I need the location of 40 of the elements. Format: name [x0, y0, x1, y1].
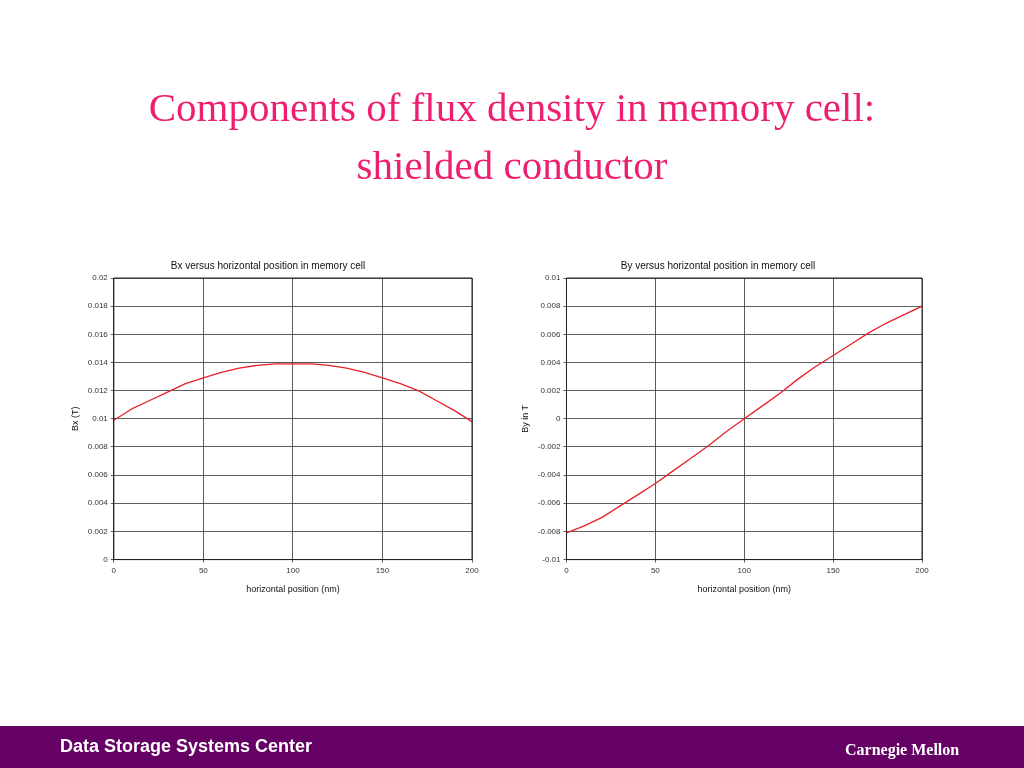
y-tick-label: 0.01 [544, 273, 562, 283]
chart-title: By versus horizontal position in memory cell [620, 259, 816, 271]
x-tick-label: 100 [737, 565, 752, 575]
y-tick-label: 0.02 [92, 273, 109, 283]
y-tick-label: 0.004 [540, 357, 562, 367]
chart-title: Bx versus horizontal position in memory cell [170, 259, 366, 271]
y-tick-label: -0.004 [537, 470, 562, 480]
y-tick-label: 0.012 [87, 385, 109, 395]
y-tick-label: 0.018 [87, 301, 109, 311]
y-tick-label: 0.016 [87, 329, 109, 339]
y-tick-label: 0.006 [87, 470, 109, 480]
y-axis-title: By in T [519, 404, 530, 433]
x-tick-label: 50 [198, 565, 209, 575]
text: Components of flux density in memory cell: shielded conductor [147, 83, 877, 190]
y-axis-title: Bx (T) [69, 406, 80, 432]
y-tick-label: -0.006 [537, 498, 562, 508]
y-tick-label: 0.002 [540, 385, 562, 395]
y-tick-label: 0.002 [87, 526, 109, 536]
y-tick-label: 0.014 [87, 357, 109, 367]
y-tick-label: -0.002 [537, 442, 562, 452]
y-tick-label: -0.01 [542, 554, 562, 564]
y-tick-label: 0.004 [87, 498, 109, 508]
y-tick-label: 0 [556, 414, 562, 423]
x-axis-title: horizontal position (nm) [246, 584, 340, 595]
x-tick-label: 150 [375, 565, 390, 575]
y-tick-label: 0.006 [540, 329, 562, 339]
x-tick-label: 0 [564, 565, 570, 575]
footer-bar: Data Storage Systems Center Carnegie Mellon [0, 726, 1024, 768]
x-tick-label: 100 [286, 565, 301, 575]
x-tick-label: 0 [111, 565, 117, 575]
y-tick-label: -0.008 [537, 526, 562, 536]
x-axis-title: horizontal position (nm) [697, 584, 792, 595]
x-tick-label: 150 [826, 565, 841, 575]
y-tick-label: 0.008 [540, 301, 562, 311]
y-tick-label: 0.01 [92, 414, 109, 423]
y-tick-label: 0.008 [87, 442, 109, 452]
x-tick-label: 200 [915, 565, 930, 575]
x-tick-label: 200 [465, 565, 480, 575]
y-tick-label: 0 [103, 554, 109, 564]
x-tick-label: 50 [650, 565, 661, 575]
